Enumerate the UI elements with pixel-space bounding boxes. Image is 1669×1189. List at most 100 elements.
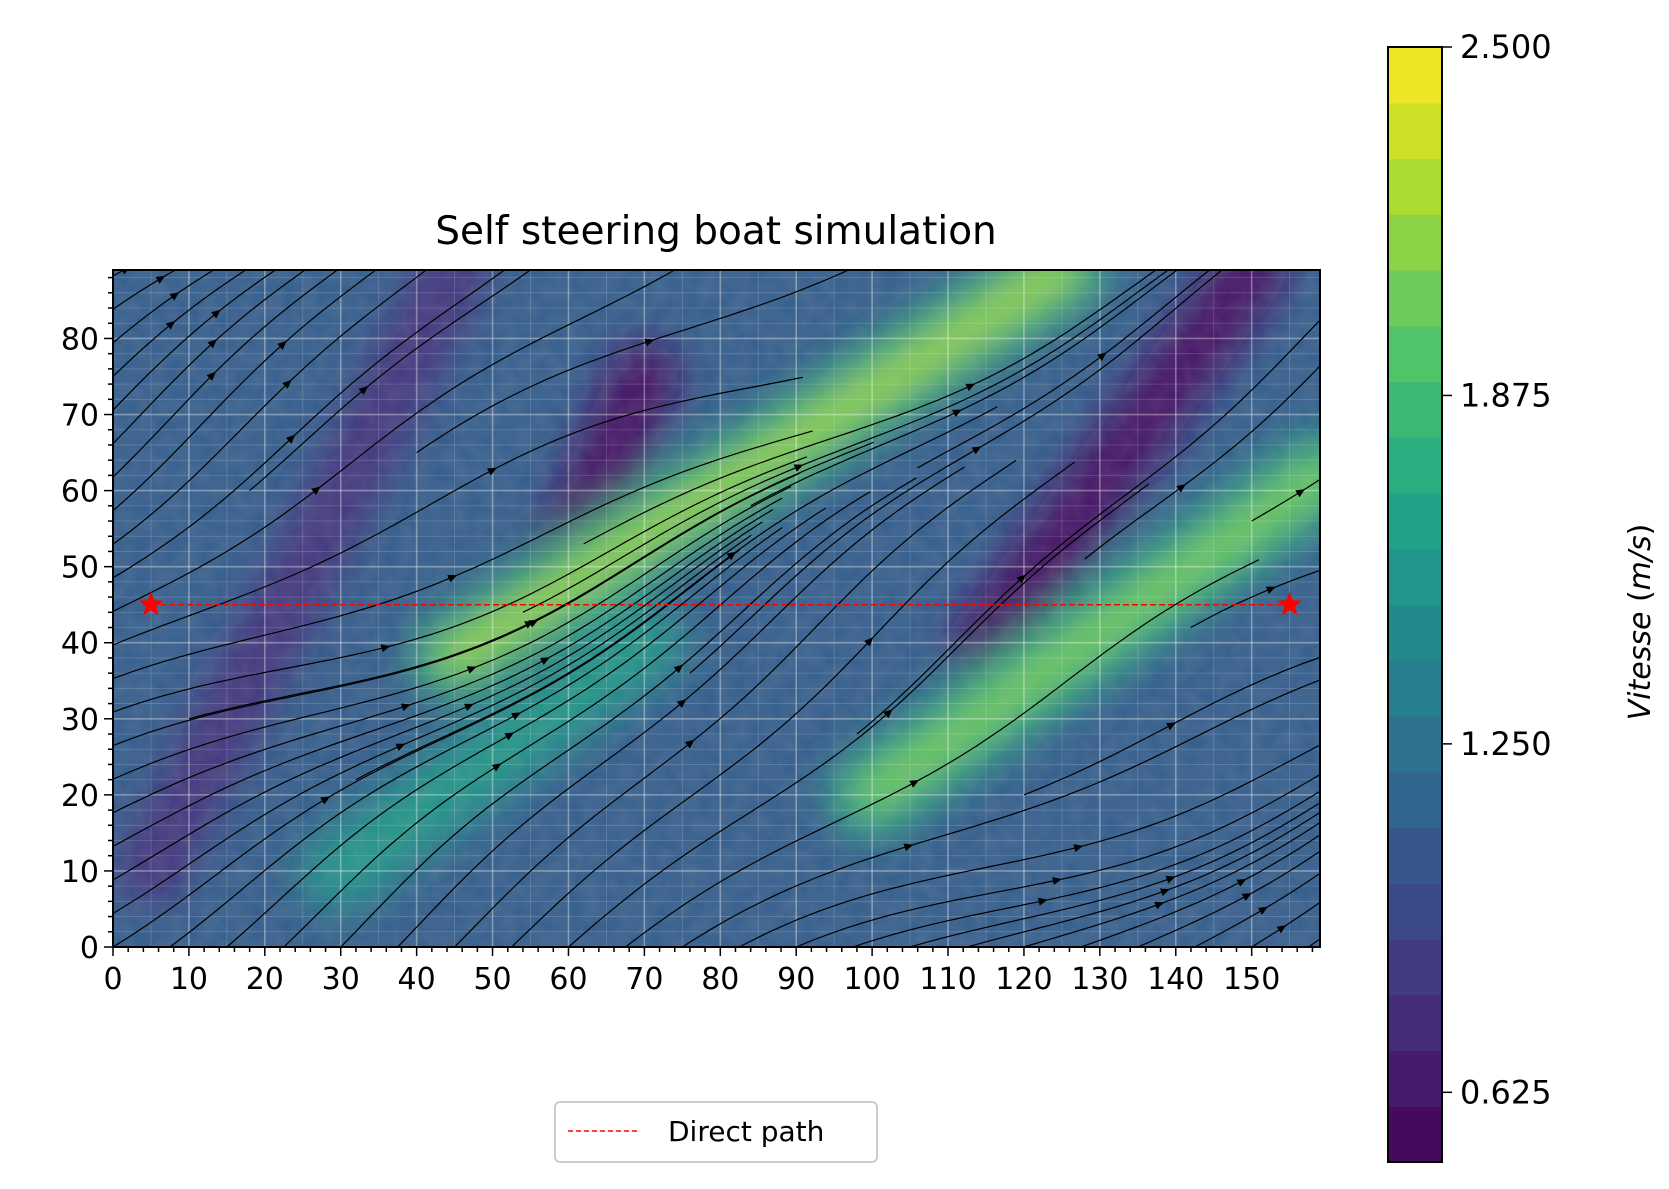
- colorbar-tick-label: 0.625: [1460, 1073, 1552, 1111]
- streamline-arrow: [487, 467, 497, 476]
- streamline-arrow: [793, 464, 804, 472]
- colorbar-level: [1388, 827, 1442, 884]
- colorbar-level: [1388, 994, 1442, 1052]
- streamline-arrow: [165, 320, 176, 330]
- streamline-arrow: [684, 739, 695, 749]
- streamline-arrow: [206, 371, 216, 381]
- streamline: [113, 521, 763, 881]
- colorbar-frame: [1387, 46, 1443, 1163]
- x-tick-label: 130: [1071, 962, 1128, 997]
- star-marker: [138, 591, 164, 616]
- streamline: [917, 270, 1211, 469]
- streamline: [113, 270, 428, 545]
- colorbar-level: [1388, 1050, 1442, 1107]
- grid-lines: [113, 270, 1320, 947]
- series-layer: [138, 591, 1302, 616]
- streamline: [355, 406, 998, 781]
- streamline-arrow: [447, 574, 458, 583]
- legend: Direct path: [554, 1101, 878, 1163]
- streamline: [113, 485, 792, 780]
- legend-box: [554, 1101, 878, 1163]
- streamline-arrow: [909, 779, 920, 788]
- colorbar-level: [1388, 1106, 1442, 1163]
- y-tick-label: 70: [61, 399, 99, 434]
- streamline-arrow: [1241, 893, 1252, 901]
- y-tick-label: 40: [61, 627, 99, 662]
- streamline-arrow: [155, 275, 166, 284]
- streamline-arrow: [971, 446, 982, 455]
- streamline: [795, 773, 1320, 947]
- streamline-arrow: [673, 664, 684, 674]
- streamline: [249, 270, 532, 492]
- colorbar-label: Vitesse (m/s): [1623, 524, 1658, 721]
- streamline-arrow: [1236, 878, 1247, 887]
- streamline: [113, 270, 247, 377]
- streamline: [1084, 365, 1320, 560]
- colorbar-level: [1388, 381, 1442, 438]
- colorbar-level: [1388, 660, 1442, 717]
- star-marker: [1277, 591, 1302, 616]
- streamline: [113, 270, 339, 478]
- streamline: [1190, 569, 1320, 629]
- y-tick-label: 10: [61, 855, 99, 890]
- streamline-arrow: [380, 644, 391, 653]
- streamline-arrow: [644, 338, 655, 347]
- plot-frame: [112, 269, 1321, 948]
- streamline: [625, 559, 1260, 947]
- y-tick-label: 0: [80, 931, 99, 966]
- x-tick-label: 30: [322, 962, 360, 997]
- streamline: [113, 549, 741, 947]
- streamline-arrow: [463, 703, 474, 712]
- colorbar-level: [1388, 158, 1442, 215]
- colorbar-level: [1388, 883, 1442, 940]
- colorbar-tick-label: 1.875: [1460, 376, 1552, 414]
- colorbar-tick-label: 2.500: [1460, 28, 1552, 66]
- colorbar-level: [1388, 939, 1442, 996]
- streamline: [113, 376, 804, 646]
- streamline-arrow: [1166, 722, 1176, 731]
- streamline-arrow: [311, 486, 321, 496]
- streamline-arrow: [1324, 929, 1334, 938]
- streamline: [454, 459, 1017, 947]
- x-tick-label: 140: [1147, 962, 1204, 997]
- streamline: [1137, 850, 1320, 947]
- colorbar-level: [1388, 47, 1442, 104]
- streamline-arrow: [1073, 844, 1084, 852]
- streamline: [113, 270, 277, 411]
- streamline: [113, 497, 783, 814]
- streamline: [856, 319, 1320, 735]
- streamline-arrow: [952, 409, 962, 418]
- x-tick-label: 40: [398, 962, 436, 997]
- streamline: [1251, 901, 1320, 947]
- streamline: [283, 491, 871, 947]
- streamline: [522, 270, 1170, 613]
- x-tick-label: 50: [473, 962, 511, 997]
- streamline-arrow: [903, 843, 914, 852]
- x-tick-label: 100: [843, 962, 900, 997]
- streamline-arrow: [121, 270, 128, 275]
- x-tick-label: 90: [777, 962, 815, 997]
- streamline-arrow: [400, 703, 411, 712]
- colorbar-level: [1388, 604, 1442, 661]
- streamline-arrow: [491, 763, 502, 772]
- streamline: [1023, 821, 1320, 947]
- x-tick-label: 10: [170, 962, 208, 997]
- streamline: [416, 270, 851, 454]
- streamline-arrow: [211, 309, 221, 319]
- streamline: [113, 534, 752, 914]
- streamline: [1080, 834, 1320, 947]
- streamline-arrow: [207, 339, 217, 349]
- streamline: [511, 461, 1075, 947]
- streamline-arrow: [1052, 877, 1062, 885]
- streamline-arrow: [1176, 483, 1186, 493]
- streamline: [1023, 656, 1320, 796]
- streamline: [750, 270, 1179, 507]
- streamline: [113, 270, 177, 310]
- streamline-arrow: [1265, 586, 1276, 595]
- streamline: [852, 790, 1320, 947]
- streamline: [568, 483, 1150, 947]
- x-tick-label: 150: [1223, 962, 1280, 997]
- x-tick-label: 70: [625, 962, 663, 997]
- colorbar-level: [1388, 102, 1442, 160]
